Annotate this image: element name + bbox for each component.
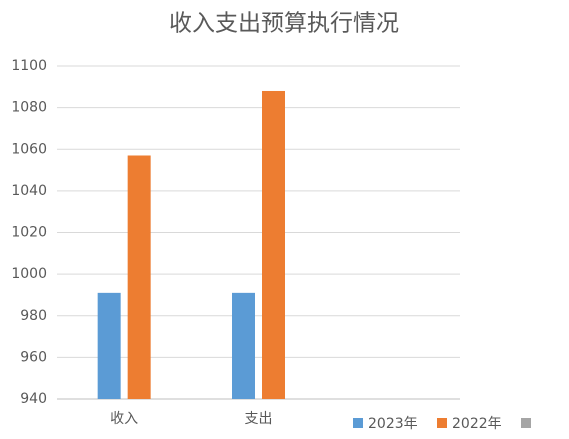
bar bbox=[97, 292, 121, 399]
y-tick-label: 1080 bbox=[11, 100, 47, 116]
y-tick-label: 1060 bbox=[11, 141, 47, 157]
chart-title: 收入支出预算执行情况 bbox=[169, 11, 399, 37]
legend-swatch bbox=[521, 418, 531, 428]
y-tick-label: 1000 bbox=[11, 266, 47, 282]
y-tick-label: 1100 bbox=[11, 58, 47, 74]
x-tick-label: 收入 bbox=[110, 411, 138, 427]
bar bbox=[127, 155, 151, 399]
bar bbox=[262, 90, 285, 399]
legend-label: 2023年 bbox=[368, 416, 418, 432]
bar bbox=[232, 292, 255, 399]
legend-label: 2022年 bbox=[452, 416, 502, 432]
legend-swatch bbox=[353, 418, 363, 428]
y-tick-label: 1020 bbox=[11, 225, 47, 241]
y-tick-label: 1040 bbox=[11, 183, 47, 199]
y-tick-label: 940 bbox=[20, 391, 47, 407]
legend-swatch bbox=[437, 418, 447, 428]
y-tick-label: 960 bbox=[20, 349, 47, 365]
x-tick-label: 支出 bbox=[245, 411, 273, 427]
y-tick-label: 980 bbox=[20, 308, 47, 324]
